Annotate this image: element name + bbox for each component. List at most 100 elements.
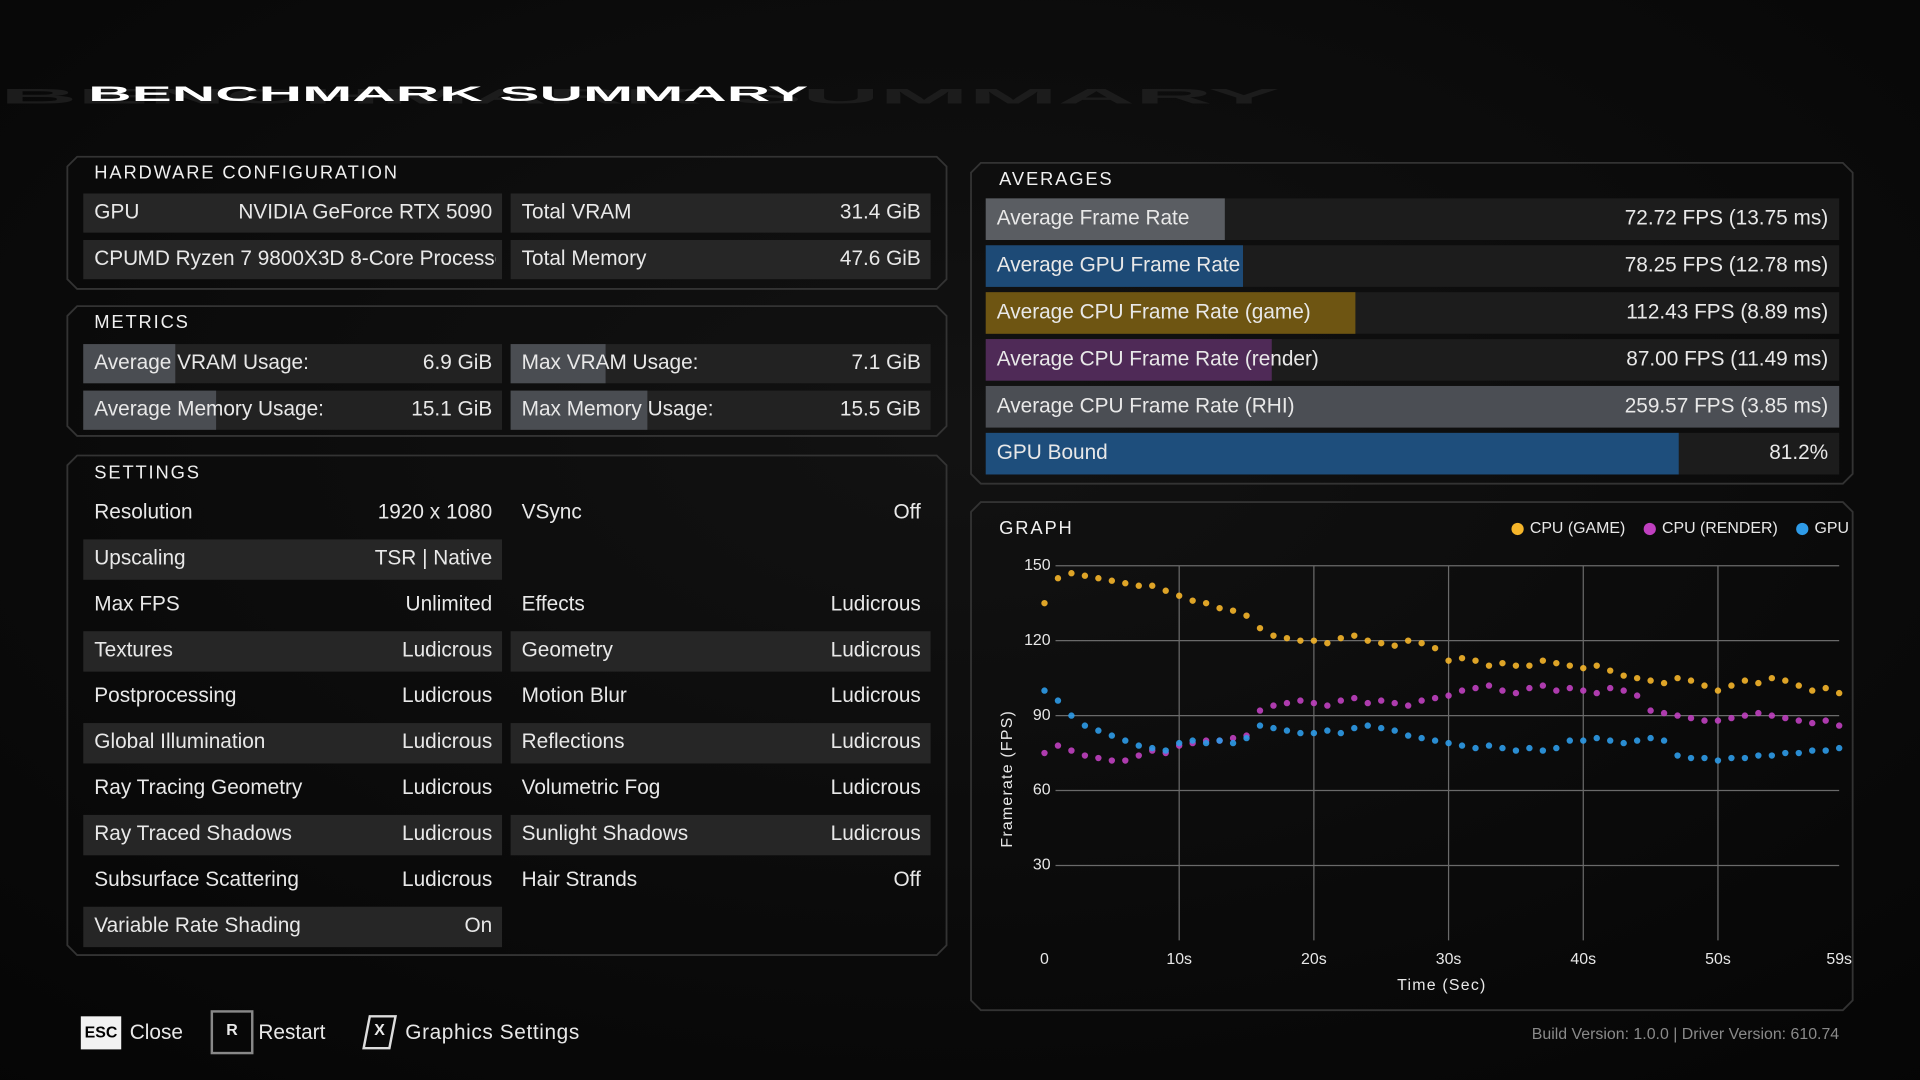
data-point [1593,734,1600,742]
data-point [1176,592,1183,599]
metrics-panel [66,305,948,437]
y-tick-label: 120 [1024,632,1051,649]
hardware-cell [510,240,931,280]
data-point [1795,749,1802,757]
data-point [1485,742,1493,749]
data-point [1809,687,1816,694]
data-point [1620,687,1627,694]
legend-swatch [1796,522,1809,536]
section-heading: GRAPH [999,517,1073,538]
esc-key[interactable] [80,1016,122,1050]
setting-name: Motion Blur [522,684,627,707]
restart-label[interactable]: Restart [258,1021,325,1044]
data-point [1755,679,1762,687]
data-point [1135,752,1142,759]
data-point [1566,662,1573,669]
data-point [1297,697,1304,704]
data-point [1310,637,1318,644]
hardware-value: 47.6 GiB [840,247,921,270]
data-point [1189,597,1196,604]
data-point [1633,692,1641,699]
average-name: Average CPU Frame Rate (RHI) [997,394,1295,417]
data-point [1674,674,1681,682]
data-point [1701,754,1708,762]
data-point [1755,709,1762,717]
data-point [1095,727,1102,734]
build-info: Build Version: 1.0.0 | Driver Version: 6… [1532,1026,1840,1043]
data-point [1310,729,1318,737]
average-value: 259.57 FPS (3.85 ms) [1625,394,1828,417]
setting-name: Sunlight Shadows [522,822,689,845]
data-point [1243,612,1250,619]
data-point [1351,694,1358,702]
data-point [1081,722,1089,729]
data-point [1687,714,1695,722]
close-label[interactable]: Close [130,1021,183,1044]
data-point [1458,742,1466,749]
data-point [1122,757,1129,764]
setting-value: Ludicrous [402,638,492,661]
data-point [1674,712,1681,719]
setting-value: Ludicrous [831,730,921,753]
data-point [1836,722,1843,729]
data-point [1068,747,1075,754]
data-point [1512,689,1520,697]
average-bar [985,339,1272,381]
settings-key[interactable] [362,1015,397,1050]
average-value: 87.00 FPS (11.49 ms) [1626,347,1828,370]
metric-bar [83,390,217,430]
data-point [1081,572,1089,579]
data-point [1297,637,1304,644]
data-point [1108,732,1116,739]
hardware-label: Total VRAM [522,201,632,224]
data-point [1431,694,1439,702]
data-point [1391,727,1398,734]
setting-name: Ray Tracing Geometry [94,776,303,799]
data-point [1162,587,1169,594]
y-tick-label: 30 [1033,857,1051,874]
data-point [1607,684,1614,692]
data-point [1122,737,1129,744]
restart-key[interactable] [210,1010,254,1055]
data-point [1324,639,1331,647]
metric-bar [83,344,176,384]
legend-swatch [1511,522,1524,536]
average-name: Average CPU Frame Rate (render) [997,347,1319,370]
data-point [1607,737,1614,744]
data-point [1431,644,1439,652]
setting-name: Ray Traced Shadows [94,822,292,845]
data-point [1391,699,1398,707]
data-point [1472,684,1479,692]
data-point [1485,662,1493,669]
data-point [1593,662,1600,669]
data-point [1580,687,1587,694]
graph-panel [970,501,1854,1012]
hardware-cell [83,240,503,280]
x-tick-label: 0 [1040,951,1049,968]
data-point [1095,575,1102,582]
data-point [1095,754,1102,762]
data-point [1741,677,1749,684]
data-point [1768,674,1776,682]
data-point [1499,744,1506,752]
graphics-settings-label[interactable]: Graphics Settings [405,1021,580,1044]
data-point [1404,702,1412,709]
data-point [1404,732,1412,739]
data-point [1054,742,1062,749]
data-point [1283,634,1291,642]
data-point [1418,639,1425,647]
average-name: Average GPU Frame Rate [997,254,1241,277]
data-point [1822,747,1829,754]
legend-label: CPU (RENDER) [1662,520,1778,537]
data-point [1687,754,1695,762]
data-point [1728,682,1735,689]
data-point [1081,752,1089,759]
metric-value: 15.1 GiB [411,398,492,421]
setting-name: Resolution [94,501,192,524]
data-point [1054,575,1062,582]
average-name: Average Frame Rate [997,207,1190,230]
setting-name: VSync [522,501,582,524]
data-point [1297,729,1304,737]
setting-name: Max FPS [94,592,180,615]
data-point [1660,737,1668,744]
